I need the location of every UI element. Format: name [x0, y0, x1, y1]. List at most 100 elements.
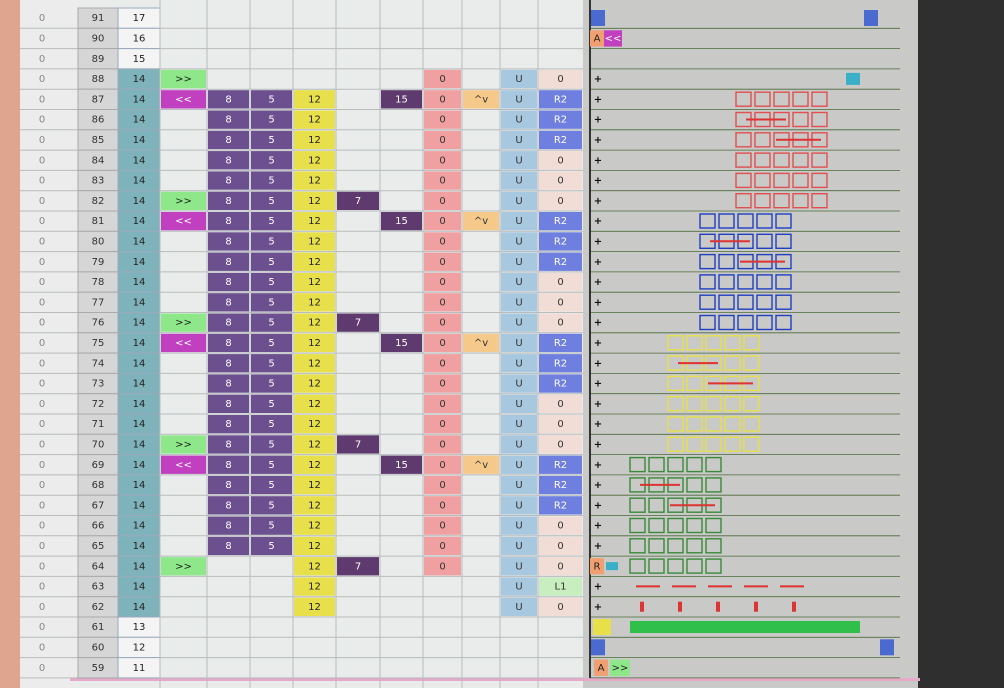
- cell: [424, 69, 461, 89]
- grid-cell: [737, 274, 754, 290]
- cell-text: 12: [308, 480, 321, 491]
- cell-text: 5: [268, 379, 274, 390]
- cell-text: 0: [439, 338, 445, 349]
- cell: [501, 354, 537, 373]
- cell: [251, 212, 292, 231]
- cell-text: ^v: [474, 216, 488, 227]
- cell-text: U: [515, 399, 522, 410]
- cell-text: 12: [308, 196, 321, 207]
- row-number: 78: [92, 277, 105, 288]
- left-cell: 0: [39, 155, 45, 166]
- cell-text: 0: [557, 439, 563, 450]
- left-cell: 0: [39, 236, 45, 247]
- plus-icon: +: [594, 338, 602, 349]
- value-text: 13: [133, 622, 146, 633]
- cell-text: R2: [554, 460, 567, 471]
- grid-cell: [705, 477, 722, 493]
- cell-text: U: [515, 297, 522, 308]
- row-number: 80: [92, 236, 105, 247]
- left-cell: 0: [39, 257, 45, 268]
- cell-text: 0: [439, 379, 445, 390]
- grid-cell: [705, 558, 722, 574]
- cell: [294, 191, 335, 210]
- cell: [294, 110, 335, 129]
- cell: [539, 130, 582, 150]
- cell: [424, 110, 461, 129]
- cell-text: 12: [308, 419, 321, 430]
- cell-text: U: [515, 602, 522, 613]
- left-cell: 0: [39, 54, 45, 65]
- grid-cell: [775, 294, 792, 310]
- cell-text: 0: [557, 155, 563, 166]
- cell: [251, 293, 292, 312]
- cell: [424, 313, 461, 332]
- left-cell: 0: [39, 399, 45, 410]
- cell-text: 5: [268, 521, 274, 532]
- left-cell: 0: [39, 663, 45, 674]
- cell-text: 0: [439, 94, 445, 105]
- left-cell: 0: [39, 277, 45, 288]
- cell: [251, 516, 292, 535]
- grid-cell: [743, 355, 760, 371]
- cell-text: 12: [308, 358, 321, 369]
- cell-text: 8: [225, 460, 231, 471]
- row-number: 76: [92, 318, 105, 329]
- cell: [539, 151, 582, 170]
- cell: [539, 597, 582, 616]
- cell: [208, 171, 249, 190]
- cell-text: 5: [268, 297, 274, 308]
- value-text: 14: [133, 419, 146, 430]
- cell: [251, 151, 292, 170]
- cell-text: 15: [395, 216, 408, 227]
- plus-icon: +: [594, 236, 602, 247]
- cell: [294, 293, 335, 312]
- cell: [208, 354, 249, 373]
- grid-cell: [724, 416, 741, 432]
- cell: [208, 435, 249, 454]
- cell: [251, 252, 292, 271]
- cell: [294, 171, 335, 190]
- cell-text: 12: [308, 439, 321, 450]
- grid-cell: [667, 396, 684, 412]
- value-text: 14: [133, 561, 146, 572]
- cell: [463, 212, 499, 231]
- value-text: 14: [133, 176, 146, 187]
- cell: [208, 415, 249, 434]
- cell: [539, 252, 582, 271]
- left-column: [20, 0, 78, 688]
- cell: [161, 212, 206, 231]
- pane-tag: A: [594, 33, 601, 44]
- row-number: 71: [92, 419, 105, 430]
- icon-box: [880, 639, 894, 656]
- cell: [251, 110, 292, 129]
- selection-line: [70, 678, 920, 681]
- cell-text: 5: [268, 277, 274, 288]
- cell-text: 15: [395, 460, 408, 471]
- pane-tag-box: [590, 558, 604, 575]
- row-number: 85: [92, 135, 105, 146]
- grid-cell: [737, 314, 754, 331]
- row-number: 61: [92, 622, 105, 633]
- cell-text: 0: [557, 561, 563, 572]
- cell: [539, 272, 582, 292]
- cell: [501, 394, 537, 413]
- row-number: 68: [92, 480, 105, 491]
- value-text: 14: [133, 460, 146, 471]
- pane-arrows-box: [604, 30, 622, 47]
- cell-text: 12: [308, 500, 321, 511]
- cell-text: 12: [308, 399, 321, 410]
- cell-text: 5: [268, 460, 274, 471]
- cell-text: 0: [439, 196, 445, 207]
- cell: [424, 232, 461, 251]
- cell-text: 5: [268, 176, 274, 187]
- cell: [208, 333, 249, 353]
- cell-text: 8: [225, 318, 231, 329]
- pane-dash: [606, 562, 618, 571]
- grid-cell: [811, 91, 828, 107]
- grid-cell: [775, 233, 792, 250]
- row-number: 62: [92, 602, 105, 613]
- grid-cell: [648, 456, 665, 473]
- left-cell: 0: [39, 318, 45, 329]
- grid-cell: [718, 274, 735, 290]
